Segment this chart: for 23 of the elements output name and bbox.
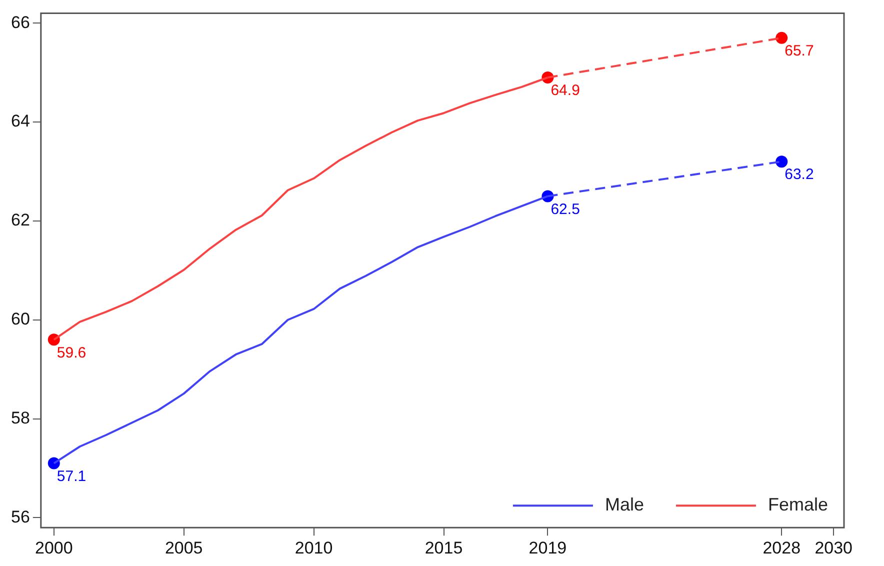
data-label: 65.7	[784, 42, 814, 60]
legend-label: Male	[604, 494, 644, 515]
data-label: 62.5	[550, 200, 580, 218]
data-label: 64.9	[550, 82, 580, 100]
x-tick-label: 2005	[164, 538, 203, 558]
data-label: 59.6	[56, 344, 86, 362]
y-tick-label: 58	[10, 408, 30, 428]
x-tick-label: 2019	[528, 538, 567, 558]
x-tick-label: 2000	[34, 538, 73, 558]
data-label: 57.1	[56, 468, 86, 485]
x-tick-label: 2028	[762, 538, 801, 558]
y-tick-label: 66	[10, 12, 30, 32]
y-tick-label: 56	[10, 507, 30, 526]
point	[776, 32, 788, 44]
x-tick-label: 2015	[424, 538, 463, 558]
x-tick-label: 2010	[294, 538, 333, 558]
y-tick-label: 64	[10, 112, 30, 131]
x-tick-label: 2030	[814, 538, 853, 558]
data-label: 63.2	[784, 166, 814, 184]
y-tick-label: 60	[10, 310, 30, 329]
legend-label: Female	[768, 494, 828, 515]
point	[776, 156, 788, 168]
y-tick-label: 62	[10, 210, 30, 230]
